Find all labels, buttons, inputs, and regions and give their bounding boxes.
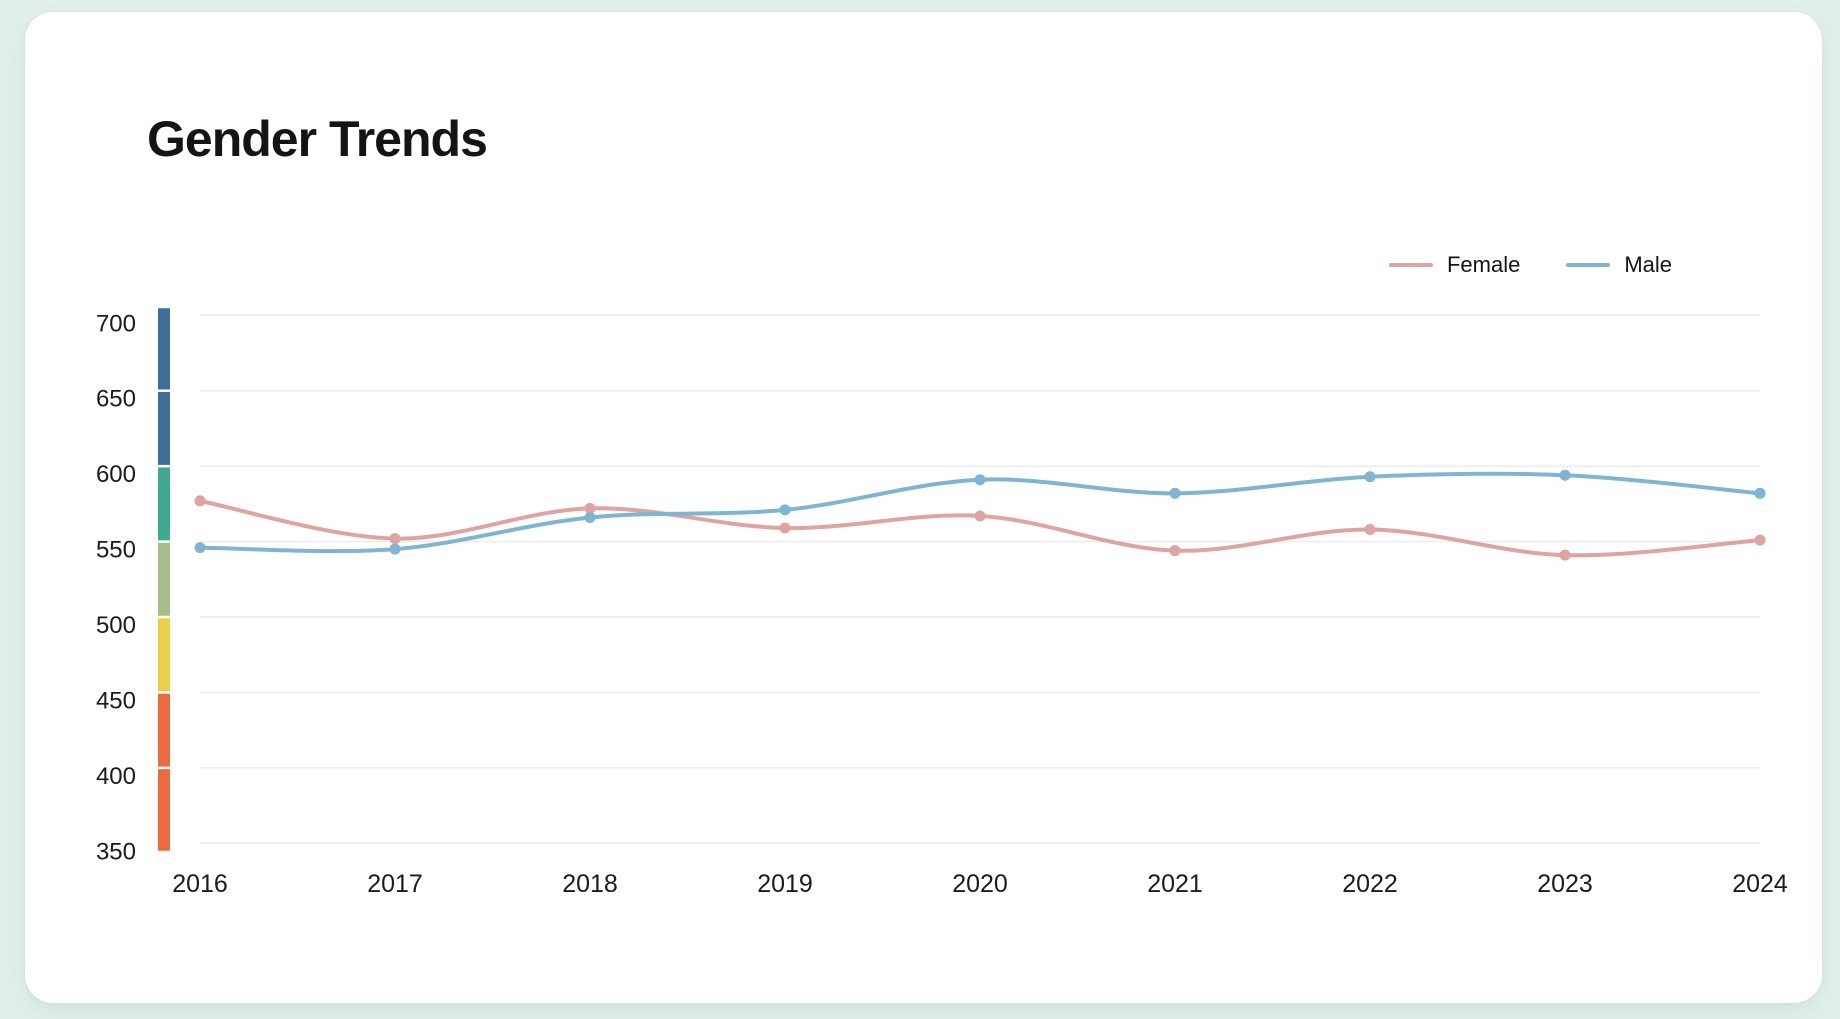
- legend-item-female[interactable]: Female: [1388, 252, 1521, 278]
- y-tick-label-400: 400: [96, 763, 136, 790]
- colorbar-segment-600-650: [158, 391, 170, 465]
- female-line-swatch: [1388, 263, 1433, 267]
- chart-card: Gender Trends Female Male: [25, 12, 1822, 1003]
- series-line-female: [198, 498, 1762, 558]
- x-tick-label-2020: 2020: [952, 870, 1008, 898]
- data-point-male-2018[interactable]: [584, 511, 596, 523]
- y-tick-label-550: 550: [96, 537, 136, 564]
- y-tick-label-650: 650: [96, 386, 136, 413]
- colorbar-segment-400-450: [158, 693, 170, 767]
- x-tick-label-2024: 2024: [1732, 870, 1788, 898]
- data-point-male-2016[interactable]: [194, 542, 206, 554]
- legend-label-male: Male: [1624, 252, 1672, 277]
- legend-item-male[interactable]: Male: [1566, 252, 1672, 278]
- colorbar-segment-350-400: [158, 769, 170, 851]
- chart-legend: Female Male: [1388, 252, 1672, 278]
- x-tick-label-2019: 2019: [757, 870, 813, 898]
- y-tick-label-600: 600: [96, 461, 136, 488]
- data-point-female-2021[interactable]: [1169, 545, 1181, 557]
- data-point-female-2023[interactable]: [1559, 549, 1571, 561]
- data-point-male-2020[interactable]: [974, 474, 986, 486]
- colorbar-segment-450-500: [158, 618, 170, 692]
- data-point-female-2016[interactable]: [194, 495, 206, 507]
- data-point-female-2017[interactable]: [389, 533, 401, 545]
- data-point-female-2019[interactable]: [779, 522, 791, 534]
- data-point-female-2018[interactable]: [584, 502, 596, 514]
- legend-label-female: Female: [1446, 252, 1521, 277]
- x-tick-label-2016: 2016: [172, 870, 228, 898]
- colorbar-segment-550-600: [158, 467, 170, 541]
- data-point-male-2021[interactable]: [1169, 487, 1181, 499]
- y-tick-label-500: 500: [96, 612, 136, 639]
- data-point-male-2022[interactable]: [1364, 471, 1376, 483]
- data-point-female-2020[interactable]: [974, 510, 986, 522]
- colorbar-segment-650-700: [158, 308, 170, 390]
- data-point-male-2023[interactable]: [1559, 469, 1571, 481]
- y-tick-label-450: 450: [96, 687, 136, 714]
- colorbar-segment-500-550: [158, 542, 170, 616]
- x-tick-label-2023: 2023: [1537, 870, 1593, 898]
- y-tick-label-700: 700: [96, 310, 136, 337]
- data-point-female-2024[interactable]: [1754, 534, 1766, 546]
- data-point-male-2019[interactable]: [779, 504, 791, 516]
- x-tick-label-2021: 2021: [1147, 870, 1203, 898]
- male-line-swatch: [1566, 263, 1611, 267]
- chart-title: Gender Trends: [147, 111, 488, 167]
- y-tick-label-350: 350: [96, 838, 136, 865]
- x-tick-label-2017: 2017: [367, 870, 423, 898]
- x-tick-label-2018: 2018: [562, 870, 618, 898]
- data-point-male-2024[interactable]: [1754, 487, 1766, 499]
- data-point-female-2022[interactable]: [1364, 524, 1376, 536]
- data-point-male-2017[interactable]: [389, 543, 401, 555]
- x-tick-label-2022: 2022: [1342, 870, 1398, 898]
